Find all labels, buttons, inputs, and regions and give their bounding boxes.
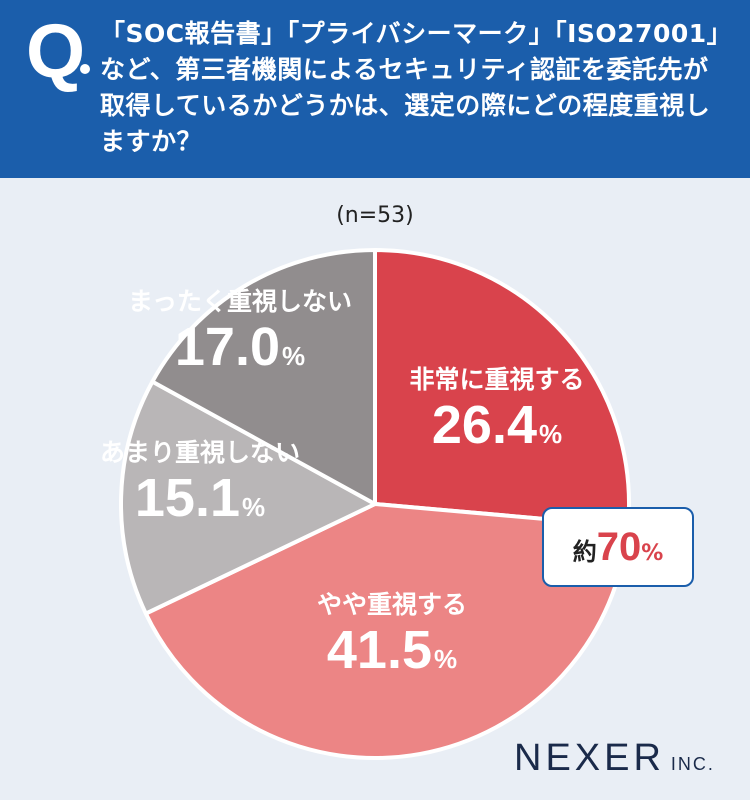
slice-value: 41.5 — [326, 620, 432, 680]
slice-value: 15.1 — [134, 468, 240, 528]
slice-value: 26.4 — [431, 395, 537, 455]
slice-name: あまり重視しない — [99, 438, 301, 467]
logo-name: NEXER — [514, 737, 665, 779]
question-header: Q 「SOC報告書」「プライバシーマーク」「ISO27001」など、第三者機関に… — [0, 0, 750, 178]
slice-name: やや重視する — [316, 590, 468, 619]
callout-approx-70: 約70% — [542, 507, 694, 587]
question-text: 「SOC報告書」「プライバシーマーク」「ISO27001」など、第三者機関による… — [100, 19, 720, 156]
pie-slice-very-important — [373, 248, 631, 529]
slice-label-somewhat-important: やや重視する 41.5% — [317, 585, 467, 680]
slice-unit: % — [241, 492, 266, 522]
logo-suffix: INC. — [670, 754, 715, 774]
callout-value: 70 — [596, 525, 642, 569]
callout-unit: % — [641, 541, 664, 566]
q-dot — [80, 64, 90, 74]
slice-name: まったく重視しない — [127, 287, 353, 316]
slice-label-not-at-all-important: まったく重視しない 17.0% — [128, 282, 352, 377]
pie-slice-not-very-important — [119, 379, 377, 616]
callout-prefix: 約 — [572, 538, 597, 566]
slice-unit: % — [538, 419, 563, 449]
q-mark: Q — [26, 9, 86, 94]
slice-label-very-important: 非常に重視する 26.4% — [409, 360, 584, 455]
slice-label-not-very-important: あまり重視しない 15.1% — [100, 433, 300, 528]
slice-unit: % — [433, 644, 458, 674]
slice-value: 17.0 — [174, 317, 280, 377]
sample-size: (n=53) — [336, 203, 414, 228]
pie-slice-not-at-all-important — [150, 248, 377, 506]
slice-name: 非常に重視する — [409, 365, 585, 394]
pie-slice-somewhat-important — [143, 502, 631, 760]
slice-unit: % — [281, 341, 306, 371]
company-logo: NEXER INC. — [514, 737, 715, 780]
